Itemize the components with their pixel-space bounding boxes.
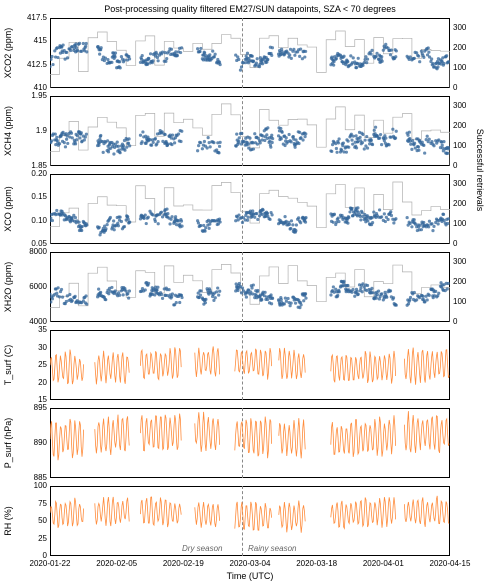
ytick: 6000 [29,282,47,291]
ytick: 50 [38,516,47,525]
ytick-right: 100 [453,297,466,306]
season-left: Dry season [182,544,222,553]
ytick: 415 [34,36,47,45]
ytick: 75 [38,499,47,508]
ytick-right: 200 [453,277,466,286]
ytick-right: 0 [453,83,457,92]
ytick-right: 200 [453,43,466,52]
ytick-right: 0 [453,161,457,170]
ytick-right: 200 [453,121,466,130]
ytick-right: 100 [453,63,466,72]
ytick: 412.5 [27,60,47,69]
ylabel-xco2: XCO2 (ppm) [3,13,13,93]
ylabel-tsurf: T_surf (C) [3,325,13,405]
ytick: 100 [34,481,47,490]
ytick-right: 300 [453,23,466,32]
ytick-right: 300 [453,179,466,188]
ytick: 890 [34,438,47,447]
plot-xco2 [50,18,450,88]
xtick: 2020-03-18 [292,559,342,568]
plot-xh2o [50,252,450,322]
plot-xch4 [50,96,450,166]
xtick: 2020-01-22 [25,559,75,568]
ytick: 8000 [29,247,47,256]
ytick-right: 0 [453,317,457,326]
plot-xco [50,174,450,244]
ytick-right: 100 [453,141,466,150]
ytick: 0.20 [31,169,47,178]
ytick: 417.5 [27,13,47,22]
ytick-right: 300 [453,101,466,110]
xtick: 2020-04-15 [425,559,475,568]
ylabel-xco: XCO (ppm) [3,169,13,249]
ylabel-xh2o: XH2O (ppm) [3,247,13,327]
ytick-right: 100 [453,219,466,228]
plot-tsurf [50,330,450,400]
ytick: 895 [34,403,47,412]
ytick-right: 0 [453,239,457,248]
season-right: Rainy season [248,544,296,553]
ytick: 0.15 [31,192,47,201]
ytick: 0.10 [31,216,47,225]
ylabel-psurf: P_surf (hPa) [3,403,13,483]
xtick: 2020-03-04 [225,559,275,568]
ylabel-xch4: XCH4 (ppm) [3,91,13,171]
ytick-right: 200 [453,199,466,208]
chart-title: Post-processing quality filtered EM27/SU… [0,4,500,14]
ytick: 1.95 [31,91,47,100]
xtick: 2020-04-01 [358,559,408,568]
ytick: 20 [38,378,47,387]
plot-psurf [50,408,450,478]
ytick: 30 [38,343,47,352]
ytick: 1.9 [36,126,47,135]
right-axis-label: Successful retrievals [475,110,485,230]
ytick: 25 [38,534,47,543]
xtick: 2020-02-19 [158,559,208,568]
xlabel: Time (UTC) [0,571,500,581]
ytick: 35 [38,325,47,334]
ytick: 25 [38,360,47,369]
ylabel-rh: RH (%) [3,481,13,561]
ytick-right: 300 [453,257,466,266]
xtick: 2020-02-05 [92,559,142,568]
